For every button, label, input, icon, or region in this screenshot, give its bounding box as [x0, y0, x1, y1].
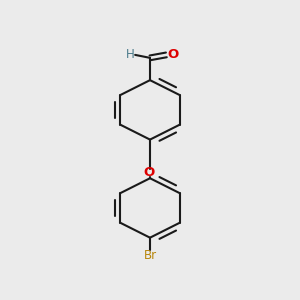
Text: H: H: [125, 48, 134, 62]
Text: Br: Br: [143, 249, 157, 262]
Text: O: O: [167, 48, 178, 62]
Text: O: O: [143, 167, 154, 179]
